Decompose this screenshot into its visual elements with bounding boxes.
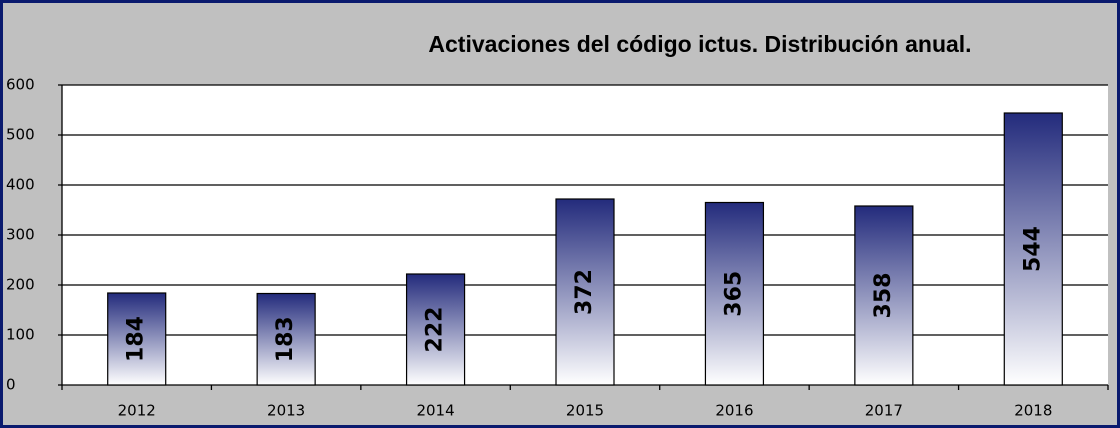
chart-title: Activaciones del código ictus. Distribuc… — [428, 31, 971, 57]
bar — [555, 198, 615, 386]
bar — [107, 292, 167, 386]
x-tick-label: 2013 — [267, 402, 305, 420]
y-tick-label: 100 — [6, 326, 35, 344]
value-label: 183 — [273, 316, 298, 362]
value-label: 544 — [1020, 226, 1045, 272]
x-tick-label: 2018 — [1014, 402, 1052, 420]
bar — [704, 201, 765, 386]
x-tick-label: 2014 — [416, 402, 454, 420]
value-label: 222 — [423, 307, 448, 353]
bar — [405, 273, 466, 386]
value-label: 365 — [721, 271, 746, 317]
x-tick-label: 2017 — [865, 402, 903, 420]
x-tick-label: 2015 — [566, 402, 604, 420]
y-tick-label: 500 — [6, 126, 35, 144]
value-label: 184 — [124, 316, 149, 362]
bar — [854, 205, 914, 386]
y-tick-label: 600 — [6, 76, 35, 94]
y-tick-label: 300 — [6, 226, 35, 244]
bar — [256, 292, 316, 386]
value-label: 358 — [871, 273, 896, 319]
value-label: 372 — [572, 269, 597, 315]
y-tick-label: 0 — [6, 376, 16, 394]
bar — [1003, 112, 1063, 386]
x-tick-label: 2016 — [715, 402, 753, 420]
y-tick-label: 400 — [6, 176, 35, 194]
x-tick-label: 2012 — [118, 402, 156, 420]
y-tick-label: 200 — [6, 276, 35, 294]
